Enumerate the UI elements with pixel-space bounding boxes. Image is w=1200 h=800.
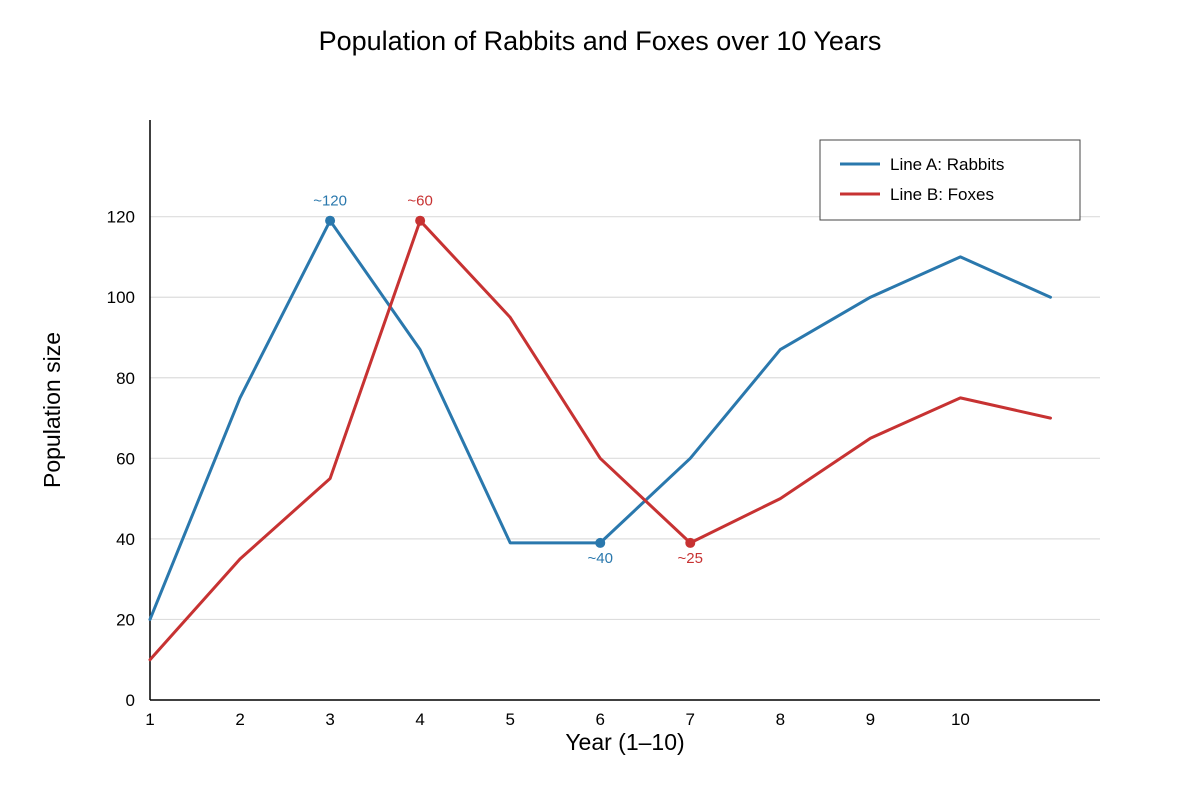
x-tick-label: 9 <box>866 710 875 729</box>
y-tick-label: 20 <box>116 610 135 629</box>
y-tick-label: 80 <box>116 369 135 388</box>
y-axis-label: Population size <box>39 332 65 488</box>
y-tick-label: 60 <box>116 449 135 468</box>
legend-label-rabbits: Line A: Rabbits <box>890 155 1004 174</box>
y-tick-labels: 0 20 40 60 80 100 120 <box>107 208 135 710</box>
x-tick-label: 3 <box>325 710 334 729</box>
x-tick-label: 6 <box>596 710 605 729</box>
annotation-label: ~60 <box>407 193 432 210</box>
legend: Line A: Rabbits Line B: Foxes <box>819 139 1081 221</box>
legend-box <box>819 139 1081 221</box>
annotation-point <box>415 215 426 226</box>
x-tick-labels: 1 2 3 4 5 6 7 8 9 10 <box>145 710 970 729</box>
x-tick-label: 4 <box>415 710 424 729</box>
annotation-label: ~120 <box>313 193 347 210</box>
x-tick-label: 2 <box>235 710 244 729</box>
y-tick-label: 0 <box>126 691 135 710</box>
legend-label-foxes: Line B: Foxes <box>890 185 994 204</box>
series-line-foxes <box>148 219 1052 662</box>
axes <box>149 120 1100 701</box>
y-tick-label: 120 <box>107 208 135 227</box>
x-tick-label: 10 <box>951 710 970 729</box>
annotation-point <box>685 537 696 548</box>
x-tick-label: 8 <box>776 710 785 729</box>
y-tick-label: 40 <box>116 530 135 549</box>
annotation-label: ~25 <box>678 550 703 567</box>
annotation-point <box>325 215 336 226</box>
gridlines <box>150 216 1100 621</box>
chart-title: Population of Rabbits and Foxes over 10 … <box>319 26 882 56</box>
annotation-label: ~40 <box>588 550 613 567</box>
x-tick-label: 5 <box>505 710 514 729</box>
x-tick-label: 7 <box>686 710 695 729</box>
series-layer <box>148 219 1052 662</box>
annotation-point <box>595 537 606 548</box>
x-tick-label: 1 <box>145 710 154 729</box>
x-axis-label: Year (1–10) <box>565 729 684 755</box>
y-tick-label: 100 <box>107 288 135 307</box>
annotation-layer: ~120 ~60 ~40 ~25 <box>313 193 703 567</box>
